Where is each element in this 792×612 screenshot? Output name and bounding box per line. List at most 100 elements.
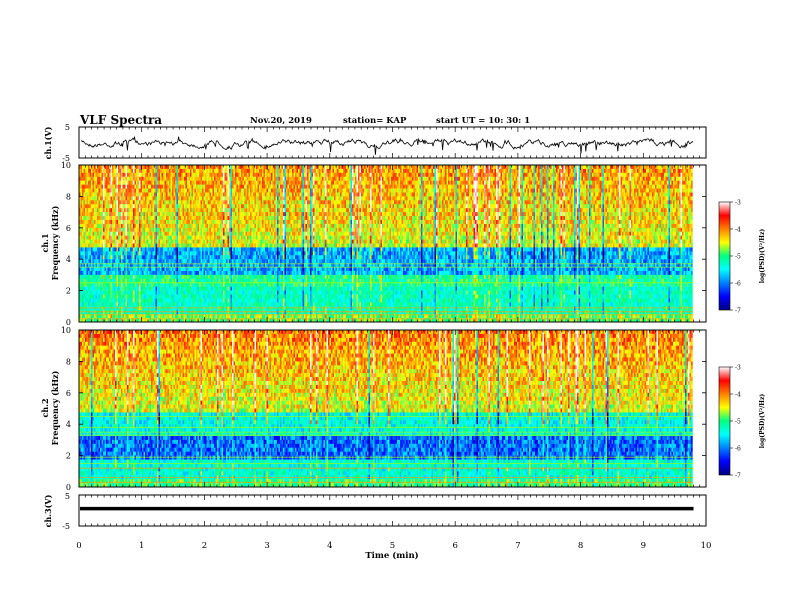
spectrogram-cell (166, 172, 168, 177)
spectrogram-cell (202, 290, 204, 295)
spectrogram-cell (124, 235, 126, 240)
spectrogram-cell (139, 180, 141, 185)
spectrogram-cell (97, 267, 99, 272)
spectrogram-cell (100, 223, 102, 229)
spectrogram-cell (248, 239, 251, 244)
spectrogram-cell (238, 208, 240, 213)
spectrogram-cell (181, 219, 183, 225)
spectrogram-cell (203, 255, 206, 260)
spectrogram-cell (118, 235, 120, 240)
spectrogram-cell (209, 200, 212, 205)
spectrogram-cell (95, 180, 98, 185)
spectrogram-cell (104, 239, 107, 244)
spectrogram-cell (79, 302, 81, 307)
spectrogram-cell (95, 219, 98, 225)
spectrogram-cell (185, 208, 188, 213)
spectrogram-cell (211, 298, 213, 303)
spectrogram-cell (128, 247, 131, 252)
spectrogram-cell (236, 298, 239, 303)
spectrogram-cell (148, 172, 150, 177)
spectrogram-cell (191, 247, 194, 252)
spectrogram-cell (166, 231, 168, 236)
spectrogram-cell (241, 302, 243, 307)
spectrogram-cell (119, 204, 122, 209)
spectrogram-cell (148, 310, 150, 315)
spectrogram-cell (253, 274, 255, 280)
spectrogram-cell (233, 247, 236, 252)
spectrogram-cell (208, 290, 210, 295)
spectrogram-cell (101, 318, 104, 323)
spectrogram-cell (221, 176, 224, 181)
spectrogram-cell (176, 270, 179, 276)
spectrogram-cell (133, 306, 135, 311)
spectrogram-cell (167, 184, 170, 189)
spectrogram-cell (122, 192, 125, 197)
spectrogram-cell (142, 243, 144, 248)
spectrogram-cell (217, 247, 219, 252)
spectrogram-cell (101, 180, 104, 185)
spectrogram-cell (214, 216, 216, 221)
spectrogram-cell (191, 192, 194, 197)
spectrogram-cell (226, 239, 228, 244)
spectrogram-cell (143, 196, 146, 201)
spectrogram-cell (182, 298, 185, 303)
spectrogram-cell (199, 302, 201, 307)
spectrogram-cell (218, 227, 221, 232)
spectrogram-cell (109, 263, 111, 268)
spectrogram-cell (89, 196, 92, 201)
spectrogram-cell (247, 278, 249, 283)
spectrogram-cell (80, 306, 83, 311)
spectrogram-cell (143, 259, 146, 264)
spectrogram-cell (163, 267, 165, 272)
spectrogram-cell (226, 216, 228, 221)
spectrogram-cell (209, 176, 212, 181)
spectrogram-cell (226, 235, 228, 240)
spectrogram-cell (146, 223, 149, 229)
spectrogram-cell (188, 251, 191, 256)
spectrogram-cell (142, 176, 144, 181)
spectrogram-cell (209, 298, 212, 303)
spectrogram-cell (202, 227, 204, 232)
spectrogram-cell (226, 302, 228, 307)
spectrogram-cell (194, 208, 197, 213)
spectrogram-cell (103, 231, 105, 236)
spectrogram-cell (166, 227, 168, 232)
spectrogram-cell (185, 306, 188, 311)
spectrogram-cell (236, 251, 239, 256)
spectrogram-cell (164, 278, 167, 283)
spectrogram-cell (119, 231, 122, 236)
spectrogram-cell (229, 274, 231, 280)
spectrogram-cell (89, 255, 92, 260)
spectrogram-cell (83, 239, 86, 244)
spectrogram-cell (115, 180, 117, 185)
spectrogram-cell (161, 172, 164, 177)
spectrogram-cell (170, 219, 173, 225)
spectrogram-cell (116, 192, 119, 197)
spectrogram-cell (250, 192, 252, 197)
spectrogram-cell (215, 255, 218, 260)
spectrogram-cell (98, 263, 101, 268)
spectrogram-cell (143, 263, 146, 268)
spectrogram-cell (163, 243, 165, 248)
spectrogram-cell (215, 208, 218, 213)
spectrogram-cell (221, 243, 224, 248)
spectrogram-cell (244, 172, 246, 177)
spectrogram-cell (238, 184, 240, 189)
spectrogram-cell (125, 172, 128, 177)
spectrogram-cell (166, 212, 168, 217)
spectrogram-cell (139, 259, 141, 264)
spectrogram-cell (226, 278, 228, 283)
spectrogram-cell (193, 243, 195, 248)
spectrogram-cell (179, 243, 182, 248)
spectrogram-cell (128, 235, 131, 240)
spectrogram-cell (220, 267, 222, 272)
spectrogram-cell (88, 180, 90, 185)
spectrogram-cell (190, 204, 192, 209)
spectrogram-cell (203, 251, 206, 256)
spectrogram-cell (155, 184, 158, 189)
spectrogram-cell (85, 282, 87, 287)
spectrogram-cell (206, 302, 209, 307)
spectrogram-cell (194, 168, 197, 174)
spectrogram-cell (112, 255, 114, 260)
spectrogram-cell (232, 286, 234, 291)
